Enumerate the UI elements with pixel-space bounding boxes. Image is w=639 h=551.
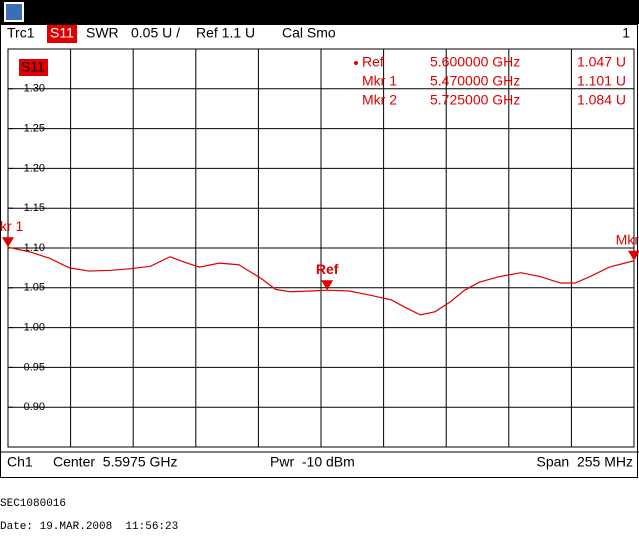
readout-value: 1.084 U bbox=[577, 92, 626, 108]
ref-level: Ref 1.1 U bbox=[196, 25, 255, 41]
channel-number: 1 bbox=[622, 25, 630, 41]
footer-channel: Ch1 bbox=[7, 454, 33, 470]
readout-name: Mkr 2 bbox=[362, 92, 397, 108]
marker-tag: Ref bbox=[316, 261, 339, 277]
footer-span: Span 255 MHz bbox=[537, 454, 634, 470]
y-tick-label: 1.15 bbox=[24, 202, 45, 214]
footer-power: Pwr -10 dBm bbox=[270, 454, 355, 470]
readout-name: Ref bbox=[362, 54, 384, 70]
marker bbox=[321, 280, 334, 291]
active-dot bbox=[354, 61, 358, 65]
y-tick-label: 1.05 bbox=[24, 282, 45, 294]
readout-name: Mkr 1 bbox=[362, 73, 397, 89]
scale: 0.05 U / bbox=[131, 25, 180, 41]
y-tick-label: 1.25 bbox=[24, 123, 45, 135]
top-bar bbox=[0, 0, 639, 24]
y-tick-label: 0.95 bbox=[24, 361, 45, 373]
marker-tag: Mkr bbox=[616, 231, 639, 247]
y-tick-label: 0.90 bbox=[24, 401, 45, 413]
footer-center: Center 5.5975 GHz bbox=[53, 454, 178, 470]
param: S11 bbox=[50, 25, 74, 41]
cal: Cal Smo bbox=[282, 25, 336, 41]
y-tick-label: 1.10 bbox=[24, 242, 45, 254]
param-box bbox=[47, 25, 77, 43]
y-tick-label: 1.30 bbox=[24, 83, 45, 95]
readout-freq: 5.470000 GHz bbox=[430, 73, 520, 89]
readout-value: 1.047 U bbox=[577, 54, 626, 70]
y-tick-label: 1.20 bbox=[24, 162, 45, 174]
readout-freq: 5.725000 GHz bbox=[430, 92, 520, 108]
frame bbox=[0, 24, 638, 478]
trace: Trc1 bbox=[7, 25, 35, 41]
y-tick-label: 1.00 bbox=[24, 322, 45, 334]
logo-mark bbox=[6, 4, 22, 20]
marker bbox=[2, 237, 14, 248]
readout-value: 1.101 U bbox=[577, 73, 626, 89]
trace bbox=[7, 246, 635, 316]
plot-label: S11 bbox=[21, 59, 45, 75]
format: SWR bbox=[86, 25, 119, 41]
device-id: SEC1080016 bbox=[0, 498, 66, 510]
plot-label-box bbox=[19, 59, 48, 76]
date: Date: 19.MAR.2008 11:56:23 bbox=[0, 521, 178, 533]
marker bbox=[628, 250, 639, 261]
readout-freq: 5.600000 GHz bbox=[430, 54, 520, 70]
marker-tag: kr 1 bbox=[0, 218, 24, 234]
